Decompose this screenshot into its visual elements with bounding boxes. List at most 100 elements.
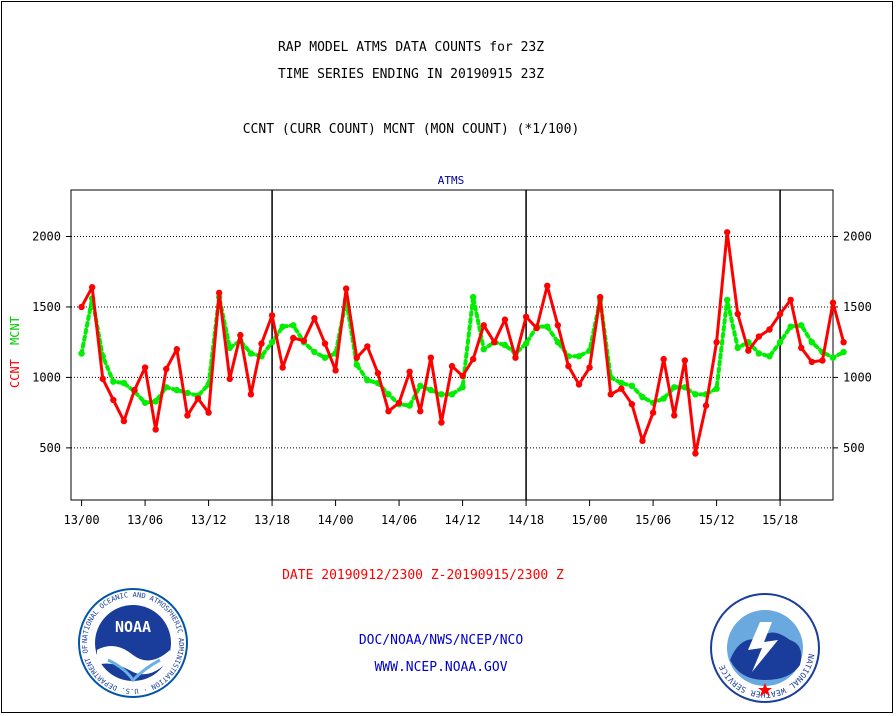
data-point-mcnt <box>575 353 583 360</box>
data-point-ccnt <box>808 358 816 366</box>
ylabel-mcnt: MCNT <box>8 316 22 345</box>
xtick-label: 15/18 <box>762 513 798 527</box>
data-point-ccnt <box>131 386 138 394</box>
data-point-mcnt <box>353 361 360 368</box>
data-point-mcnt <box>713 385 720 392</box>
data-point-mcnt <box>406 402 413 409</box>
ytick-label-right: 1000 <box>843 370 872 384</box>
series-layer <box>78 229 847 457</box>
data-point-ccnt <box>544 282 551 290</box>
data-point-ccnt <box>247 391 255 398</box>
data-point-ccnt <box>448 362 456 370</box>
data-point-ccnt <box>607 391 614 398</box>
data-point-ccnt <box>692 450 699 457</box>
data-point-mcnt <box>723 296 731 304</box>
data-point-mcnt <box>628 382 636 390</box>
series-description: CCNT (CURR COUNT) MCNT (MON COUNT) (*1/1… <box>243 122 580 137</box>
data-point-ccnt <box>575 381 583 388</box>
data-point-mcnt <box>290 322 297 329</box>
xtick-label: 13/18 <box>254 513 290 527</box>
data-point-ccnt <box>586 364 593 371</box>
data-point-mcnt <box>501 341 509 349</box>
data-point-mcnt <box>226 344 233 352</box>
website-link[interactable]: WWW.NCEP.NOAA.GOV <box>374 660 507 675</box>
data-point-mcnt <box>438 391 445 398</box>
y-ticks: 500 500 1000 1000 1500 1500 2000 2000 <box>32 230 872 455</box>
data-point-ccnt <box>522 313 530 321</box>
data-point-ccnt <box>713 338 720 346</box>
xtick-label: 15/06 <box>635 513 671 527</box>
data-point-ccnt <box>205 409 212 416</box>
data-point-ccnt <box>554 322 562 329</box>
ylabel-ccnt: CCNT <box>8 359 22 388</box>
data-point-mcnt <box>671 384 678 391</box>
data-point-mcnt <box>268 338 276 346</box>
xtick-label: 14/12 <box>445 513 481 527</box>
data-point-mcnt <box>78 350 85 357</box>
data-point-ccnt <box>755 333 763 340</box>
data-point-ccnt <box>374 369 382 377</box>
data-point-mcnt <box>798 322 805 329</box>
data-point-ccnt <box>163 365 170 373</box>
ytick-label-left: 500 <box>39 441 61 455</box>
data-point-ccnt <box>321 340 329 347</box>
data-point-ccnt <box>332 367 339 374</box>
data-point-ccnt <box>702 402 710 409</box>
data-point-ccnt <box>480 322 487 329</box>
data-point-ccnt <box>427 354 435 361</box>
xtick-label: 14/06 <box>381 513 417 527</box>
data-point-mcnt <box>448 391 456 398</box>
data-point-mcnt <box>469 293 477 301</box>
data-point-ccnt <box>342 285 350 292</box>
data-point-mcnt <box>364 377 371 384</box>
xtick-label: 14/18 <box>508 513 544 527</box>
data-point-ccnt <box>226 375 233 383</box>
data-point-ccnt <box>215 289 223 297</box>
ytick-label-left: 1500 <box>32 300 61 314</box>
data-point-mcnt <box>692 391 699 398</box>
data-point-mcnt <box>808 338 816 346</box>
data-point-mcnt <box>660 395 667 402</box>
x-ticks: 13/00 13/06 13/12 13/18 14/00 14/06 14/12 14/18… <box>64 500 798 527</box>
data-point-ccnt <box>512 354 519 361</box>
title-line-2: TIME SERIES ENDING IN 20190915 23Z <box>278 67 544 82</box>
data-point-ccnt <box>353 354 360 361</box>
data-point-mcnt <box>184 389 191 397</box>
data-point-mcnt <box>840 348 847 356</box>
chart-title: ATMS <box>438 174 465 187</box>
data-point-mcnt <box>480 346 487 353</box>
data-point-ccnt <box>819 357 826 364</box>
data-point-ccnt <box>491 338 498 346</box>
noaa-logo-text: NOAA <box>115 618 151 636</box>
ytick-label-right: 1500 <box>843 300 872 314</box>
data-point-ccnt <box>533 324 540 332</box>
title-line-1: RAP MODEL ATMS DATA COUNTS for 23Z <box>278 40 544 55</box>
data-point-ccnt <box>300 337 308 344</box>
data-point-ccnt <box>745 347 752 354</box>
noaa-logo: NOAA NATIONAL OCEANIC AND ATMOSPHERIC AD… <box>0 0 188 698</box>
data-point-mcnt <box>766 353 773 360</box>
xtick-label: 15/00 <box>572 513 608 527</box>
data-point-mcnt <box>776 338 784 346</box>
data-point-ccnt <box>618 385 625 392</box>
ytick-label-right: 2000 <box>843 230 872 244</box>
data-point-mcnt <box>173 386 181 394</box>
series-line-ccnt <box>80 230 846 455</box>
data-point-ccnt <box>120 417 128 425</box>
ytick-label-left: 2000 <box>32 230 61 244</box>
data-point-mcnt <box>110 378 117 385</box>
data-point-ccnt <box>417 408 424 415</box>
data-point-ccnt <box>723 229 731 236</box>
data-point-ccnt <box>194 395 202 402</box>
data-point-ccnt <box>406 368 413 375</box>
credit-text: DOC/NOAA/NWS/NCEP/NCO <box>359 633 524 648</box>
series-ccnt <box>78 229 847 457</box>
noaa-ring-text: NATIONAL OCEANIC AND ATMOSPHERIC ADMINIS… <box>0 0 185 695</box>
ytick-label-right: 500 <box>843 441 865 455</box>
data-point-ccnt <box>628 400 636 408</box>
date-range: DATE 20190912/2300 Z-20190915/2300 Z <box>282 568 564 583</box>
data-point-ccnt <box>565 362 572 370</box>
data-point-ccnt <box>268 312 276 319</box>
